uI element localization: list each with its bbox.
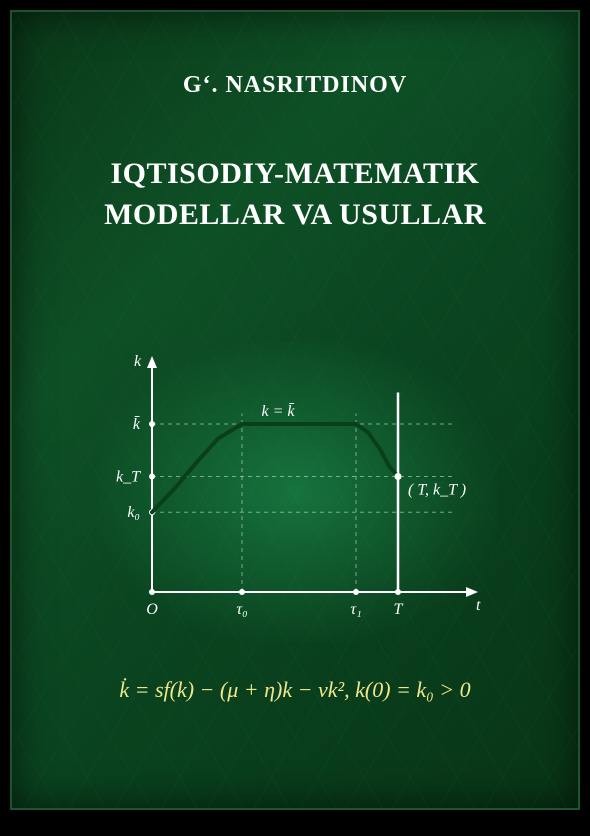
author-name: Gʻ. NASRITDINOV	[12, 72, 578, 99]
book-title: IQTISODIY-MATEMATIK MODELLAR VA USULLAR	[12, 154, 578, 235]
trajectory-chart: k t k̄ k_T k₀ Oτ₀ τ₁ Tk = k̄ ( T, k_T )	[97, 342, 497, 642]
svg-text:k̄: k̄	[133, 416, 141, 433]
svg-text:t: t	[476, 597, 481, 614]
svg-text:k_T: k_T	[116, 469, 141, 486]
chart-region: k t k̄ k_T k₀ Oτ₀ τ₁ Tk = k̄ ( T, k_T )	[97, 342, 497, 642]
svg-text:T: T	[394, 601, 404, 618]
svg-text:τ₁: τ₁	[350, 601, 361, 618]
svg-text:O: O	[146, 601, 158, 618]
title-line-2: MODELLAR VA USULLAR	[12, 195, 578, 236]
svg-text:τ₀: τ₀	[236, 601, 247, 618]
title-line-1: IQTISODIY-MATEMATIK	[12, 154, 578, 195]
book-cover: Gʻ. NASRITDINOV IQTISODIY-MATEMATIK MODE…	[10, 10, 580, 810]
svg-text:( T, k_T ): ( T, k_T )	[408, 482, 466, 499]
svg-text:k₀: k₀	[127, 504, 140, 521]
svg-text:k: k	[134, 353, 142, 370]
equation: k̇ = sf(k) − (μ + η)k − νk², k(0) = k₀ >…	[12, 677, 578, 703]
svg-text:k = k̄: k = k̄	[262, 403, 296, 420]
